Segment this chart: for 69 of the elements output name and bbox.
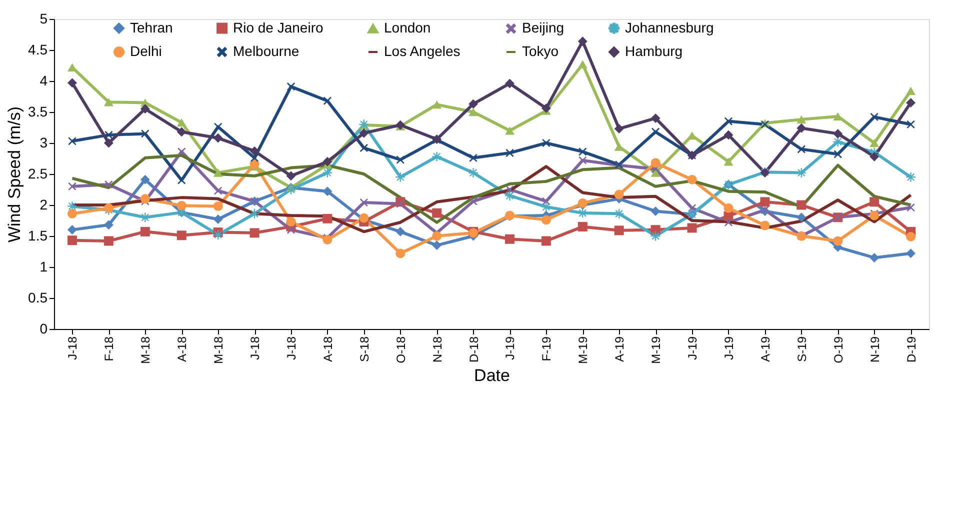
y-tick-label: 1.5 xyxy=(28,228,48,244)
y-tick-label: 2.5 xyxy=(28,166,48,182)
y-tick-label: 4.5 xyxy=(28,42,48,58)
x-tick-label: A-19 xyxy=(612,336,627,362)
legend-label: Los Angeles xyxy=(384,43,460,59)
x-tick-label: M-19 xyxy=(576,336,590,364)
y-tick-label: 0.5 xyxy=(28,290,48,306)
x-tick-label: D-18 xyxy=(466,336,481,363)
y-tick-label: 2 xyxy=(40,196,48,212)
legend-label: Tehran xyxy=(130,19,173,36)
point xyxy=(504,234,514,244)
legend-label: Beijing xyxy=(522,20,564,36)
x-tick-label: M-18 xyxy=(138,336,153,364)
x-tick-label: J-18 xyxy=(284,336,298,360)
y-tick-label: 5 xyxy=(40,10,48,26)
x-tick-label: F-18 xyxy=(102,336,116,362)
x-tick-label: S-18 xyxy=(357,336,372,362)
point xyxy=(67,236,77,246)
x-tick-label: A-18 xyxy=(175,336,190,362)
legend-label: Tokyo xyxy=(522,43,559,59)
point xyxy=(504,190,514,200)
x-tick-label: J-19 xyxy=(686,336,700,360)
point xyxy=(614,124,624,134)
point xyxy=(796,168,806,178)
point xyxy=(213,230,223,240)
x-tick-label: S-19 xyxy=(794,336,809,362)
x-tick-label: A-19 xyxy=(758,336,772,362)
y-axis-title: Wind Speed (m/s) xyxy=(5,106,24,243)
point xyxy=(906,248,916,258)
point xyxy=(906,86,916,96)
point xyxy=(322,168,332,178)
x-tick-label: J-18 xyxy=(248,336,262,360)
legend-label: Melbourne xyxy=(233,43,300,59)
x-tick-label: D-19 xyxy=(904,336,918,363)
x-tick-label: M-19 xyxy=(649,336,664,364)
x-tick-label: J-19 xyxy=(503,336,518,360)
legend-label: London xyxy=(384,20,431,36)
x-tick-label: O-19 xyxy=(831,336,846,364)
x-tick-label: A-18 xyxy=(320,336,335,362)
point xyxy=(468,168,478,178)
x-tick-label: N-18 xyxy=(430,336,444,363)
y-tick-label: 4 xyxy=(40,72,48,88)
point xyxy=(67,225,77,235)
y-tick-label: 3 xyxy=(40,134,48,150)
point xyxy=(906,98,916,108)
legend-label: Delhi xyxy=(130,43,162,59)
x-tick-label: M-18 xyxy=(212,336,226,364)
x-tick-label: F-19 xyxy=(540,336,554,362)
y-tick-label: 1 xyxy=(40,258,48,274)
point xyxy=(504,126,514,135)
point xyxy=(468,108,478,116)
x-axis-title: Date xyxy=(474,366,510,385)
y-tick-label: 0 xyxy=(40,320,48,336)
legend-label: Johannesburg xyxy=(625,19,714,36)
point xyxy=(468,99,478,109)
x-tick-label: O-18 xyxy=(394,336,408,364)
x-tick-label: J-19 xyxy=(722,336,736,360)
point xyxy=(67,63,77,72)
point xyxy=(504,78,514,88)
y-tick-label: 3.5 xyxy=(28,104,48,120)
x-tick-label: J-18 xyxy=(66,336,80,360)
point xyxy=(67,208,77,218)
x-tick-label: N-19 xyxy=(868,336,882,363)
legend-label: Rio de Janeiro xyxy=(233,19,324,36)
point xyxy=(906,172,916,182)
point xyxy=(213,214,223,224)
legend-label: Hamburg xyxy=(625,43,683,59)
point xyxy=(67,78,77,88)
point xyxy=(906,232,916,242)
